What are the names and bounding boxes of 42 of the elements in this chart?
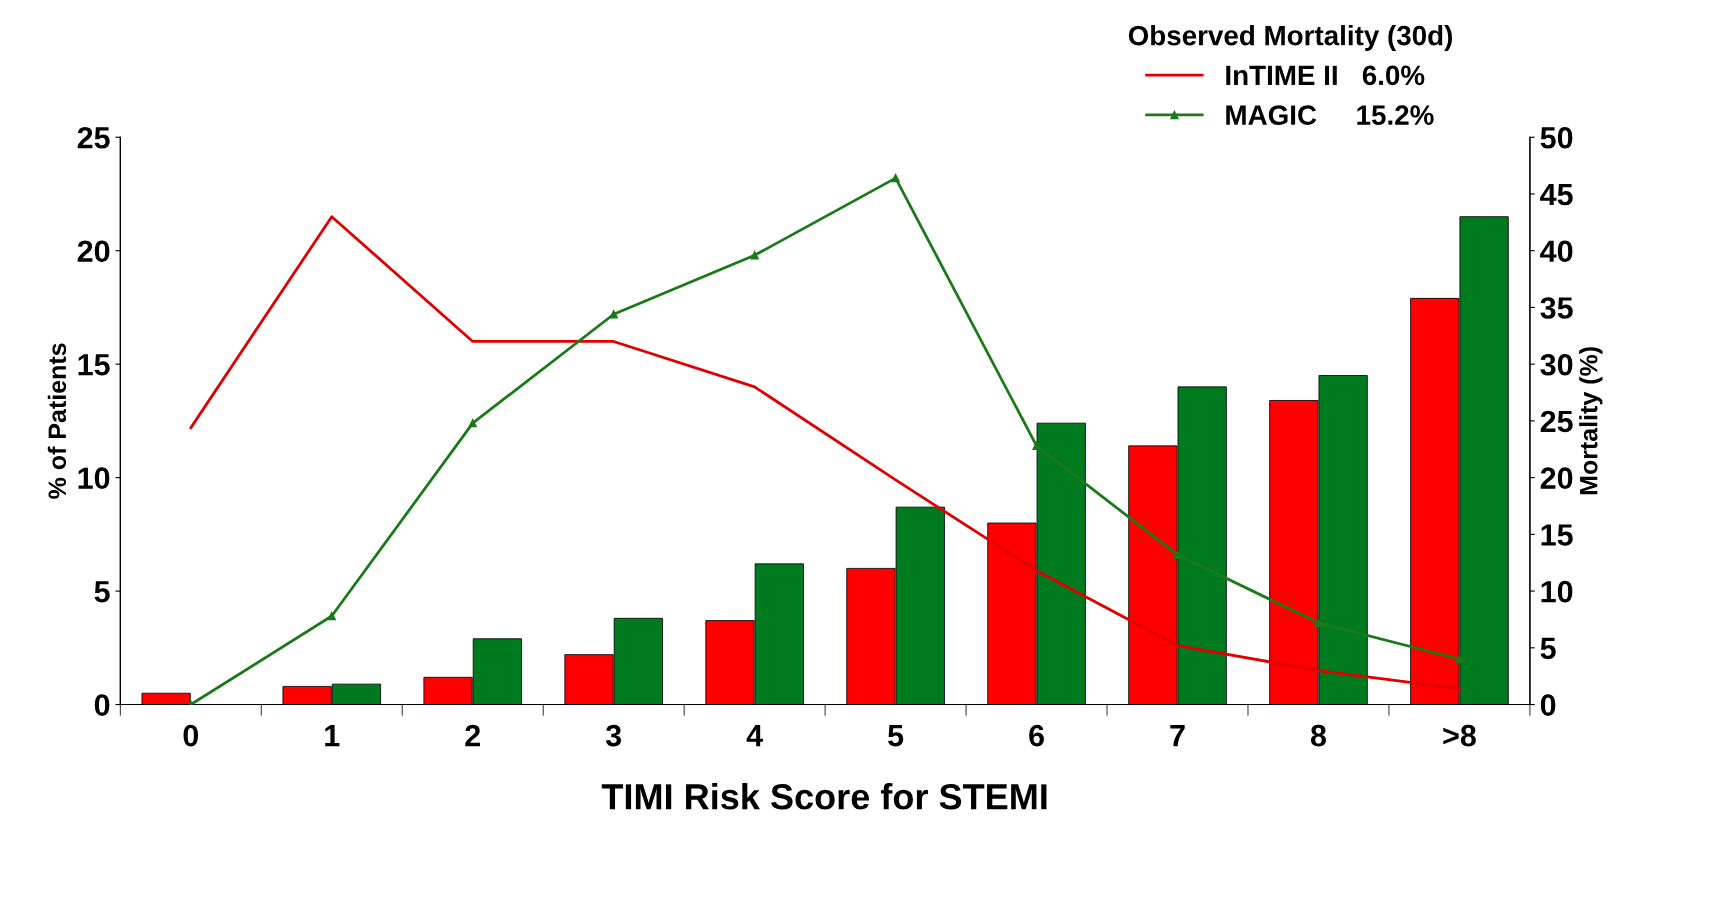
x-tick-label: 7 (1170, 725, 1185, 747)
x-tick-label: 5 (888, 725, 904, 747)
x-tick-label: 1 (325, 725, 340, 747)
x-tick-label: 3 (605, 724, 622, 747)
y-tick-label: 15 (78, 354, 110, 376)
x-tick-label: 6 (1029, 724, 1044, 747)
legend-label: MAGIC 15.2% (1226, 105, 1434, 125)
legend-title: Observed Mortality (30d) (1128, 25, 1452, 51)
y2-tick-label: 25 (1540, 410, 1573, 433)
legend-label: InTIME II 6.0% (1226, 65, 1425, 86)
point (1455, 654, 1464, 664)
y2-tick-label: 0 (1540, 694, 1556, 716)
y-tick-label: 5 (94, 581, 110, 603)
x-tick-label: 2 (465, 724, 480, 747)
y2-tick-label: 5 (1540, 637, 1556, 660)
point (609, 310, 618, 319)
point (327, 611, 336, 621)
point (1173, 550, 1182, 559)
y2-tick-label: 50 (1540, 126, 1573, 149)
x-tick-label: >8 (1443, 724, 1476, 747)
y2-tick-label: 10 (1541, 580, 1573, 603)
y2-axis-title: Mortality (%) (1579, 347, 1603, 495)
x-tick-label: 4 (746, 725, 763, 747)
y-tick-label: 25 (77, 126, 110, 149)
y2-tick-label: 45 (1540, 184, 1573, 206)
y2-tick-label: 20 (1540, 467, 1573, 489)
point (750, 251, 759, 260)
x-tick-label: 0 (183, 724, 199, 747)
y-axis-title: % of Patients (47, 343, 67, 499)
x-axis-title: TIMI Risk Score for STEMI (601, 783, 1047, 810)
y2-tick-label: 35 (1540, 297, 1573, 319)
y2-tick-label: 30 (1540, 353, 1573, 376)
y2-tick-label: 40 (1540, 240, 1573, 263)
point (891, 173, 900, 183)
point (1314, 618, 1323, 628)
y2-tick-label: 15 (1541, 524, 1573, 546)
y-tick-label: 10 (78, 467, 110, 489)
bar (141, 692, 191, 705)
x-tick-label: 8 (1310, 724, 1327, 747)
y-tick-label: 20 (77, 240, 110, 263)
point (468, 419, 477, 428)
y-tick-label: 0 (94, 694, 110, 716)
